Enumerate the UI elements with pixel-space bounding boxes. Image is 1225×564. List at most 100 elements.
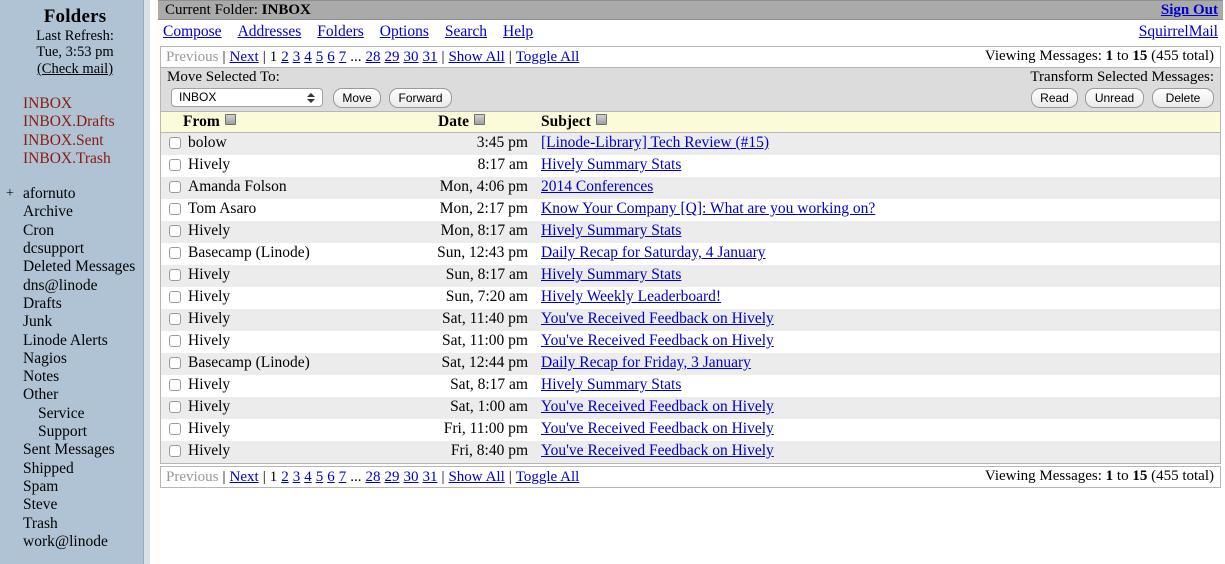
- sidebar-folder-junk[interactable]: Junk: [0, 313, 150, 331]
- nav-link-options[interactable]: Options: [379, 23, 429, 40]
- table-row[interactable]: Amanda Folson Mon, 4:06 pm 2014 Conference…: [161, 177, 1220, 199]
- message-checkbox[interactable]: [169, 269, 181, 281]
- sidebar-folder-afornuto[interactable]: + afornuto: [0, 185, 150, 203]
- sidebar-folder-inbox-trash[interactable]: INBOX.Trash: [23, 149, 111, 167]
- message-checkbox[interactable]: [169, 291, 181, 303]
- pagination-page-30-top[interactable]: 30: [403, 49, 419, 65]
- table-row[interactable]: Hively 8:17 am Hively Summary Stats: [161, 155, 1220, 177]
- sidebar-folder-service[interactable]: Service: [0, 405, 150, 423]
- message-checkbox[interactable]: [169, 225, 181, 237]
- message-checkbox[interactable]: [169, 445, 181, 457]
- sidebar-folder-sent-messages[interactable]: Sent Messages: [0, 441, 150, 459]
- pagination-page-7-bottom[interactable]: 7: [338, 469, 347, 485]
- message-subject-link[interactable]: Daily Recap for Saturday, 4 January: [541, 244, 766, 261]
- pagination-page-28-bottom[interactable]: 28: [365, 469, 381, 485]
- sidebar-folder-inbox[interactable]: INBOX: [23, 95, 73, 112]
- message-subject-link[interactable]: Hively Summary Stats: [541, 266, 682, 283]
- sidebar-folder-dcsupport[interactable]: dcsupport: [0, 240, 150, 258]
- pagination-page-4-bottom[interactable]: 4: [304, 469, 312, 485]
- sidebar-folder-work-linode[interactable]: work@linode: [0, 533, 150, 551]
- sidebar-folder-support[interactable]: Support: [0, 423, 150, 441]
- pagination-next-bottom[interactable]: Next: [229, 469, 259, 485]
- sidebar-scrollbar[interactable]: [143, 0, 150, 564]
- message-subject-link[interactable]: Know Your Company [Q]: What are you work…: [541, 200, 876, 217]
- pagination-page-31-top[interactable]: 31: [422, 49, 438, 65]
- message-subject-link[interactable]: 2014 Conferences: [541, 178, 654, 195]
- sidebar-folder-spam[interactable]: Spam: [0, 478, 150, 496]
- squirrelmail-brand-link[interactable]: SquirrelMail: [1138, 23, 1218, 40]
- sort-subject-icon[interactable]: [595, 114, 607, 125]
- nav-link-compose[interactable]: Compose: [163, 23, 222, 40]
- pagination-page-2-bottom[interactable]: 2: [281, 469, 289, 485]
- message-subject-link[interactable]: Hively Summary Stats: [541, 156, 682, 173]
- mark-read-button[interactable]: Read: [1031, 88, 1078, 108]
- move-button[interactable]: Move: [333, 88, 381, 108]
- pagination-page-30-bottom[interactable]: 30: [403, 469, 419, 485]
- pagination-page-3-bottom[interactable]: 3: [292, 469, 301, 485]
- message-subject-link[interactable]: Daily Recap for Friday, 3 January: [541, 354, 751, 371]
- table-row[interactable]: Hively Fri, 11:00 pm You've Received Feedb…: [161, 419, 1220, 441]
- message-subject-link[interactable]: You've Received Feedback on Hively: [541, 310, 774, 327]
- table-row[interactable]: bolow 3:45 pm [Linode-Library] Tech Review…: [161, 133, 1220, 155]
- sort-from-icon[interactable]: [224, 114, 236, 125]
- table-row[interactable]: Hively Sun, 7:20 am Hively Weekly Leaderbo…: [161, 287, 1220, 309]
- message-subject-link[interactable]: [Linode-Library] Tech Review (#15): [541, 134, 770, 151]
- pagination-show-all-bottom[interactable]: Show All: [448, 469, 505, 485]
- message-checkbox[interactable]: [169, 159, 181, 171]
- pagination-page-4-top[interactable]: 4: [304, 49, 312, 65]
- table-row[interactable]: Hively Sun, 8:17 am Hively Summary Stats: [161, 265, 1220, 287]
- pagination-page-29-bottom[interactable]: 29: [384, 469, 400, 485]
- pagination-show-all-top[interactable]: Show All: [448, 49, 505, 65]
- message-subject-link[interactable]: Hively Weekly Leaderboard!: [541, 288, 722, 305]
- pagination-toggle-all-top[interactable]: Toggle All: [515, 49, 580, 65]
- message-checkbox[interactable]: [169, 357, 181, 369]
- message-checkbox[interactable]: [169, 423, 181, 435]
- pagination-sep1-top[interactable]: |: [222, 49, 226, 65]
- sidebar-folder-linode-alerts[interactable]: Linode Alerts: [0, 332, 150, 350]
- message-checkbox[interactable]: [169, 181, 181, 193]
- sidebar-folder-shipped[interactable]: Shipped: [0, 460, 150, 478]
- nav-link-folders[interactable]: Folders: [317, 23, 364, 40]
- table-row[interactable]: Hively Sat, 11:40 pm You've Received Feedb…: [161, 309, 1220, 331]
- pagination-page-3-top[interactable]: 3: [292, 49, 301, 65]
- sidebar-folder-archive[interactable]: Archive: [0, 203, 150, 221]
- pagination-sep3-bottom[interactable]: |: [441, 469, 445, 485]
- sort-date-icon[interactable]: [474, 114, 485, 125]
- message-checkbox[interactable]: [169, 335, 181, 347]
- pagination-sep4-bottom[interactable]: |: [508, 469, 512, 485]
- table-row[interactable]: Hively Fri, 8:40 pm You've Received Feedba…: [161, 441, 1220, 463]
- pagination-page-28-top[interactable]: 28: [365, 49, 381, 65]
- sidebar-folder-nagios[interactable]: Nagios: [0, 350, 150, 368]
- message-checkbox[interactable]: [169, 137, 181, 149]
- message-checkbox[interactable]: [169, 247, 181, 259]
- pagination-page-6-bottom[interactable]: 6: [327, 469, 335, 485]
- message-subject-link[interactable]: You've Received Feedback on Hively: [541, 420, 774, 437]
- sidebar-folder-inbox-drafts[interactable]: INBOX.Drafts: [23, 113, 115, 131]
- message-subject-link[interactable]: Hively Summary Stats: [541, 222, 682, 239]
- table-row[interactable]: Hively Mon, 8:17 am Hively Summary Stats: [161, 221, 1220, 243]
- pagination-sep3-top[interactable]: |: [441, 49, 445, 65]
- message-checkbox[interactable]: [169, 203, 181, 215]
- pagination-page-7-top[interactable]: 7: [338, 49, 347, 65]
- table-row[interactable]: Hively Sat, 1:00 am You've Received Feedba…: [161, 397, 1220, 419]
- message-checkbox[interactable]: [169, 313, 181, 325]
- nav-link-help[interactable]: Help: [503, 23, 534, 40]
- sidebar-folder-trash[interactable]: Trash: [0, 515, 150, 533]
- check-mail-link[interactable]: (Check mail): [36, 61, 114, 77]
- pagination-page-6-top[interactable]: 6: [327, 49, 335, 65]
- pagination-page-29-top[interactable]: 29: [384, 49, 400, 65]
- sidebar-folder-inbox-sent[interactable]: INBOX.Sent: [23, 131, 104, 149]
- pagination-sep1-bottom[interactable]: |: [222, 469, 226, 485]
- move-target-folder-select[interactable]: INBOX: [171, 88, 323, 107]
- expand-icon[interactable]: +: [6, 186, 14, 202]
- pagination-ellipsis-bottom[interactable]: ...: [350, 469, 362, 485]
- message-checkbox[interactable]: [169, 401, 181, 413]
- pagination-page-31-bottom[interactable]: 31: [422, 469, 438, 485]
- message-subject-link[interactable]: You've Received Feedback on Hively: [541, 398, 774, 415]
- message-checkbox[interactable]: [169, 379, 181, 391]
- pagination-next-top[interactable]: Next: [229, 49, 259, 65]
- table-row[interactable]: Basecamp (Linode) Sat, 12:44 pm Daily Reca…: [161, 353, 1220, 375]
- table-row[interactable]: Basecamp (Linode) Sun, 12:43 pm Daily Reca…: [161, 243, 1220, 265]
- sign-out-link[interactable]: Sign Out: [1160, 2, 1218, 18]
- pagination-sep2-top[interactable]: |: [262, 49, 266, 65]
